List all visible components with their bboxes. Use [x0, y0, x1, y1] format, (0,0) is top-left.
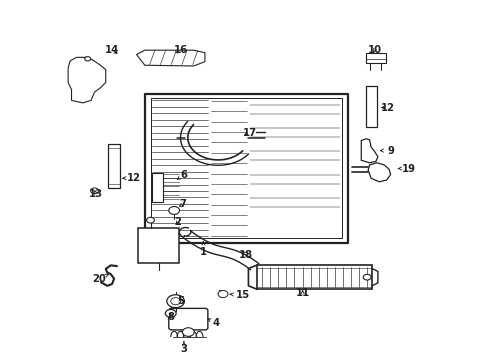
Text: 6: 6 [177, 170, 187, 180]
Text: 12: 12 [381, 103, 394, 113]
Text: 14: 14 [105, 45, 119, 55]
Circle shape [147, 217, 154, 223]
Bar [108, 144, 120, 188]
Text: 4: 4 [208, 318, 219, 328]
Circle shape [363, 274, 371, 280]
Text: 17: 17 [243, 128, 257, 138]
Text: 10: 10 [368, 45, 382, 55]
Text: 3: 3 [180, 342, 187, 354]
Text: 5: 5 [177, 296, 184, 306]
Polygon shape [68, 57, 106, 103]
Text: 12: 12 [123, 173, 141, 183]
Polygon shape [361, 139, 378, 163]
Text: 7: 7 [179, 199, 186, 210]
Text: 2: 2 [174, 217, 181, 227]
Circle shape [218, 291, 228, 298]
Circle shape [182, 328, 194, 336]
Bar [257, 265, 372, 289]
Text: 19: 19 [398, 163, 416, 174]
Bar [366, 86, 377, 127]
Circle shape [165, 310, 176, 318]
Text: 8: 8 [167, 312, 174, 322]
Text: 18: 18 [239, 249, 253, 260]
Text: 1: 1 [200, 242, 207, 257]
Text: 9: 9 [380, 145, 394, 156]
Text: 20: 20 [93, 274, 109, 284]
Text: 13: 13 [89, 189, 103, 199]
Circle shape [167, 295, 184, 308]
Text: 11: 11 [295, 288, 310, 298]
Text: 15: 15 [230, 291, 249, 301]
Circle shape [85, 57, 91, 61]
Polygon shape [368, 163, 391, 182]
Circle shape [171, 298, 180, 305]
Bar [152, 173, 163, 202]
Polygon shape [137, 50, 205, 66]
Bar [366, 53, 386, 63]
FancyBboxPatch shape [169, 309, 208, 330]
Bar [139, 228, 178, 263]
Circle shape [91, 188, 98, 194]
Circle shape [169, 207, 179, 215]
Text: 16: 16 [173, 45, 188, 55]
